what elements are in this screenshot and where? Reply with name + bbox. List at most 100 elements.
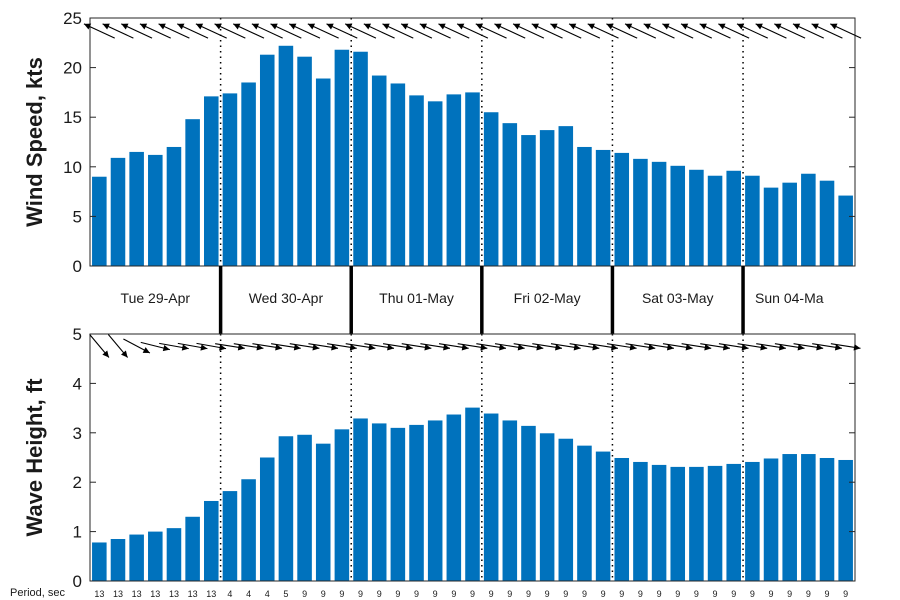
bar xyxy=(539,433,555,581)
wind-direction-arrow xyxy=(139,23,171,39)
wave-direction-arrow xyxy=(420,343,451,351)
bar xyxy=(670,466,686,581)
wind-direction-arrow xyxy=(232,23,265,39)
period-value: 13 xyxy=(206,589,216,599)
bar xyxy=(483,413,499,581)
arrow-head xyxy=(480,344,488,351)
bar xyxy=(763,458,779,581)
wave-direction-arrow xyxy=(700,343,730,351)
bar xyxy=(801,173,816,266)
bar xyxy=(521,425,536,581)
arrow-head xyxy=(531,23,539,30)
arrow-head xyxy=(699,23,707,30)
arrow-head xyxy=(401,23,409,30)
period-value: 9 xyxy=(825,589,830,599)
bar xyxy=(371,423,387,581)
day-label: Sat 03-May xyxy=(642,290,714,306)
wave-direction-arrow xyxy=(438,343,469,351)
period-value: 9 xyxy=(694,589,699,599)
wave-direction-arrow xyxy=(569,343,600,351)
arrow-head xyxy=(363,23,372,30)
bar xyxy=(222,491,238,581)
y-tick-label: 2 xyxy=(73,473,82,492)
wave-direction-arrow xyxy=(737,343,768,351)
wind-direction-arrow xyxy=(643,23,675,39)
wind-direction-arrow xyxy=(344,23,377,39)
bar xyxy=(278,436,294,581)
bar xyxy=(819,180,835,266)
wind-direction-arrow xyxy=(307,23,339,39)
wind-direction-arrow xyxy=(195,23,227,39)
bar xyxy=(259,457,275,581)
arrow-head xyxy=(195,23,204,30)
period-value: 9 xyxy=(769,589,774,599)
arrow-head xyxy=(629,344,637,351)
arrow-head xyxy=(569,23,577,30)
wave-direction-arrow xyxy=(625,343,656,351)
arrow-head xyxy=(256,344,264,351)
bar xyxy=(390,83,406,266)
arrow-head xyxy=(162,344,170,352)
bar xyxy=(427,420,443,581)
bar xyxy=(148,154,163,266)
arrow-head xyxy=(606,23,614,30)
bar xyxy=(446,94,462,266)
wave-direction-arrow xyxy=(457,343,488,351)
wind-direction-arrow xyxy=(568,23,601,39)
y-tick-label: 1 xyxy=(73,523,82,542)
day-label: Thu 01-May xyxy=(379,290,454,306)
wave-direction-arrow xyxy=(159,342,189,351)
bar xyxy=(502,123,518,267)
bar xyxy=(446,414,462,581)
arrow-head xyxy=(587,23,595,30)
arrow-head xyxy=(102,350,109,358)
wind-direction-arrow xyxy=(680,23,713,39)
period-value: 13 xyxy=(132,589,142,599)
period-value: 9 xyxy=(843,589,848,599)
wave-direction-arrow xyxy=(793,343,824,351)
arrow-head xyxy=(121,23,129,30)
arrow-head xyxy=(513,23,521,30)
bar xyxy=(595,451,611,581)
bar xyxy=(614,457,630,581)
period-value: 9 xyxy=(563,589,568,599)
wave-direction-arrow xyxy=(326,343,357,351)
period-value: 9 xyxy=(433,589,438,599)
arrow-head xyxy=(778,344,786,351)
wind-direction-arrow xyxy=(624,23,657,39)
axes-box xyxy=(89,333,856,582)
arrow-head xyxy=(158,23,166,30)
bar xyxy=(595,149,611,266)
arrow-head xyxy=(736,23,745,30)
wave-direction-arrow xyxy=(252,343,283,351)
wave-direction-arrow xyxy=(107,334,129,358)
arrow-head xyxy=(774,23,782,30)
arrow-head xyxy=(643,23,651,30)
wind-direction-arrow xyxy=(512,23,545,39)
wave-direction-arrow xyxy=(401,343,432,351)
arrow-head xyxy=(666,344,674,351)
bar xyxy=(707,465,723,581)
wind-direction-arrow xyxy=(400,23,433,39)
arrow-head xyxy=(368,344,376,351)
day-label-band: Tue 29-Apr Wed 30-Apr Thu 01-May Fri 02-May… xyxy=(121,266,824,334)
wind-direction-arrow xyxy=(662,23,694,39)
wind-direction-arrow xyxy=(382,23,414,39)
wave-direction-arrow xyxy=(662,343,693,351)
wave-direction-arrow xyxy=(89,334,110,358)
bar xyxy=(465,407,480,581)
bar xyxy=(838,195,853,266)
bar xyxy=(465,92,480,267)
bar xyxy=(689,466,704,581)
bar xyxy=(651,161,667,266)
wind-direction-arrow xyxy=(494,23,526,39)
bar xyxy=(204,96,219,267)
wind-direction-arrow xyxy=(587,23,619,39)
arrow-head xyxy=(349,344,357,351)
y-tick-label: 20 xyxy=(63,59,82,78)
bar xyxy=(819,457,835,581)
bar xyxy=(166,528,182,581)
arrow-head xyxy=(680,23,689,30)
period-value: 9 xyxy=(806,589,811,599)
bar xyxy=(558,438,574,581)
